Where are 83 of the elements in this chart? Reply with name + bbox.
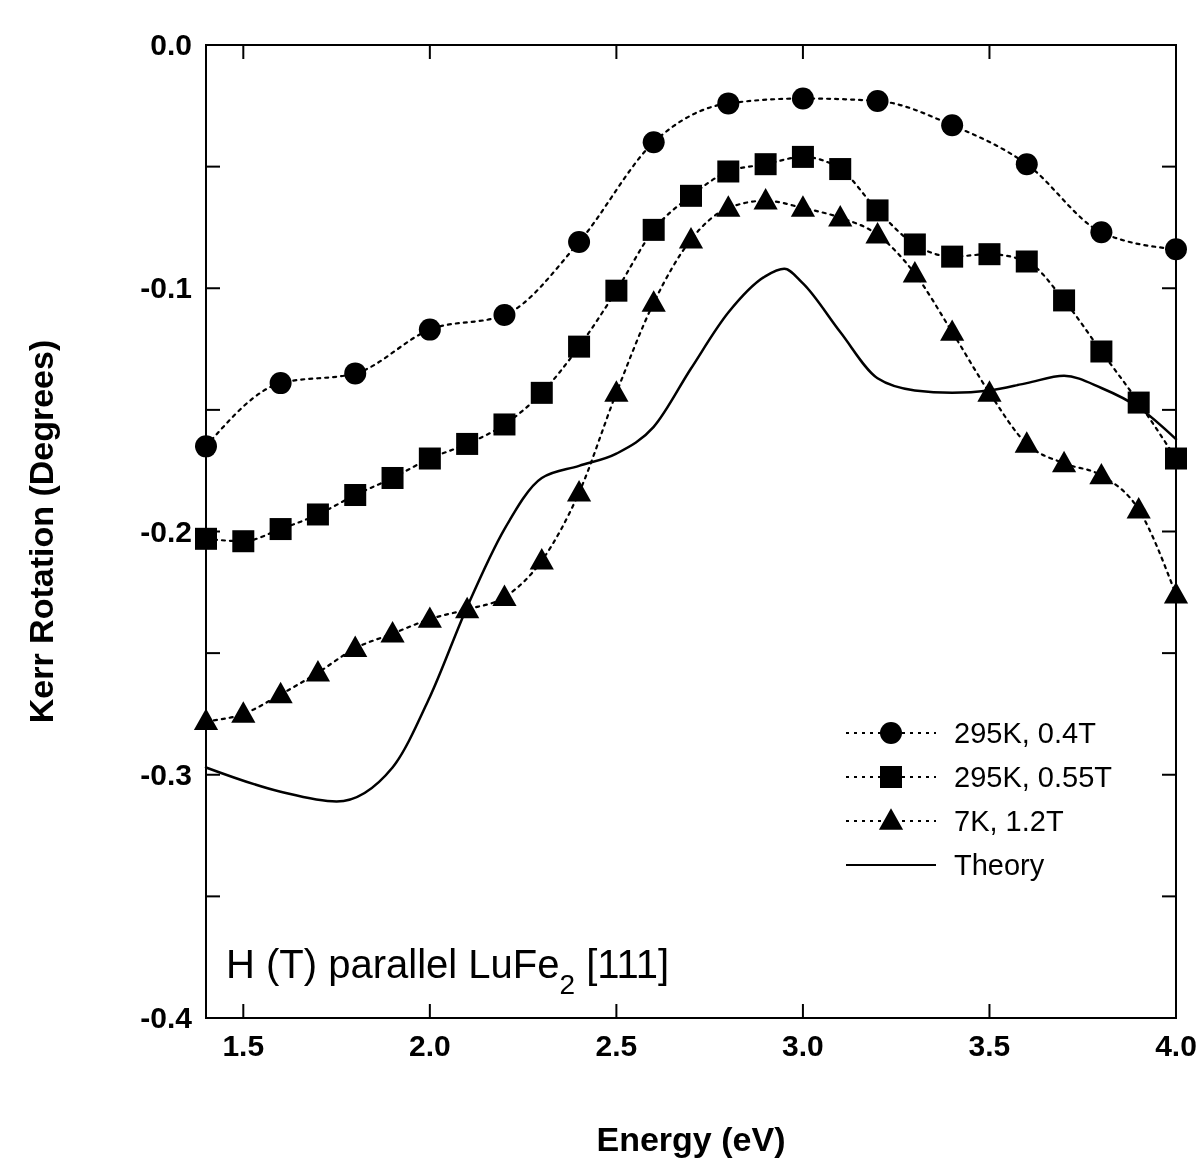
point	[791, 87, 814, 110]
point	[1165, 447, 1187, 470]
point	[717, 92, 740, 115]
point	[568, 231, 591, 254]
point	[344, 484, 367, 507]
point	[1015, 250, 1038, 273]
point	[753, 188, 778, 210]
point	[716, 195, 741, 217]
point	[344, 362, 367, 385]
point	[717, 160, 740, 183]
legend-label: 7K, 1.2T	[954, 805, 1064, 837]
point	[604, 380, 629, 402]
point	[865, 222, 890, 244]
annotation: H (T) parallel LuFe$_{2}$ [111]	[226, 942, 670, 1000]
point	[828, 205, 853, 227]
x-tick-label: 1.5	[222, 1029, 265, 1062]
x-tick-label: 3.0	[782, 1029, 824, 1062]
point	[829, 158, 852, 181]
x-tick-label: 3.5	[968, 1029, 1011, 1062]
y-tick-label: -0.1	[140, 271, 192, 305]
point	[566, 479, 592, 502]
point	[193, 708, 219, 731]
point	[1126, 496, 1151, 519]
point	[380, 621, 405, 643]
point	[642, 131, 665, 154]
point	[1051, 450, 1077, 473]
point	[940, 319, 965, 341]
point	[269, 518, 292, 541]
point	[268, 681, 293, 704]
point	[456, 432, 479, 455]
y-axis-title: Kerr Rotation (Degrees)	[22, 339, 60, 724]
point	[1090, 340, 1113, 363]
point	[492, 584, 517, 606]
point	[417, 606, 442, 628]
point	[418, 447, 441, 470]
point	[493, 413, 516, 436]
point	[493, 304, 516, 327]
point	[568, 335, 591, 358]
point	[978, 243, 1001, 266]
point	[530, 381, 553, 404]
point	[680, 184, 702, 207]
point	[195, 435, 217, 458]
point	[605, 279, 628, 302]
point	[269, 372, 292, 395]
point	[902, 261, 927, 283]
point	[232, 530, 255, 553]
y-tick-label: -0.2	[140, 514, 192, 548]
point	[1090, 221, 1113, 244]
point	[791, 145, 814, 168]
point	[529, 548, 554, 570]
point	[1015, 153, 1038, 176]
legend-label: 295K, 0.4T	[954, 717, 1097, 749]
x-tick-label: 4.0	[1155, 1029, 1197, 1062]
point	[306, 503, 329, 526]
point	[195, 527, 217, 550]
point	[754, 153, 777, 176]
point	[678, 226, 704, 249]
point	[941, 245, 964, 268]
point	[343, 635, 368, 658]
legend-label: 295K, 0.55T	[954, 761, 1113, 793]
legend-label: Theory	[954, 849, 1045, 881]
point	[1053, 289, 1076, 312]
point	[305, 659, 331, 682]
x-tick-label: 2.5	[595, 1029, 638, 1062]
point	[941, 114, 964, 137]
point	[231, 701, 256, 723]
point	[641, 290, 666, 312]
point	[642, 218, 665, 241]
point	[381, 466, 404, 489]
point	[1163, 582, 1189, 604]
point	[903, 233, 926, 256]
point	[790, 195, 816, 217]
y-tick-label: -0.4	[140, 1001, 193, 1034]
point	[1014, 431, 1039, 453]
x-axis-title: Energy (eV)	[596, 1120, 786, 1158]
y-tick-label: -0.3	[140, 757, 192, 791]
point	[418, 318, 441, 341]
x-tick-label: 2.0	[408, 1029, 451, 1062]
point	[866, 89, 889, 112]
point	[1089, 462, 1114, 485]
y-tick-label: 0.0	[150, 28, 192, 61]
point	[1165, 238, 1187, 261]
point	[866, 199, 889, 222]
